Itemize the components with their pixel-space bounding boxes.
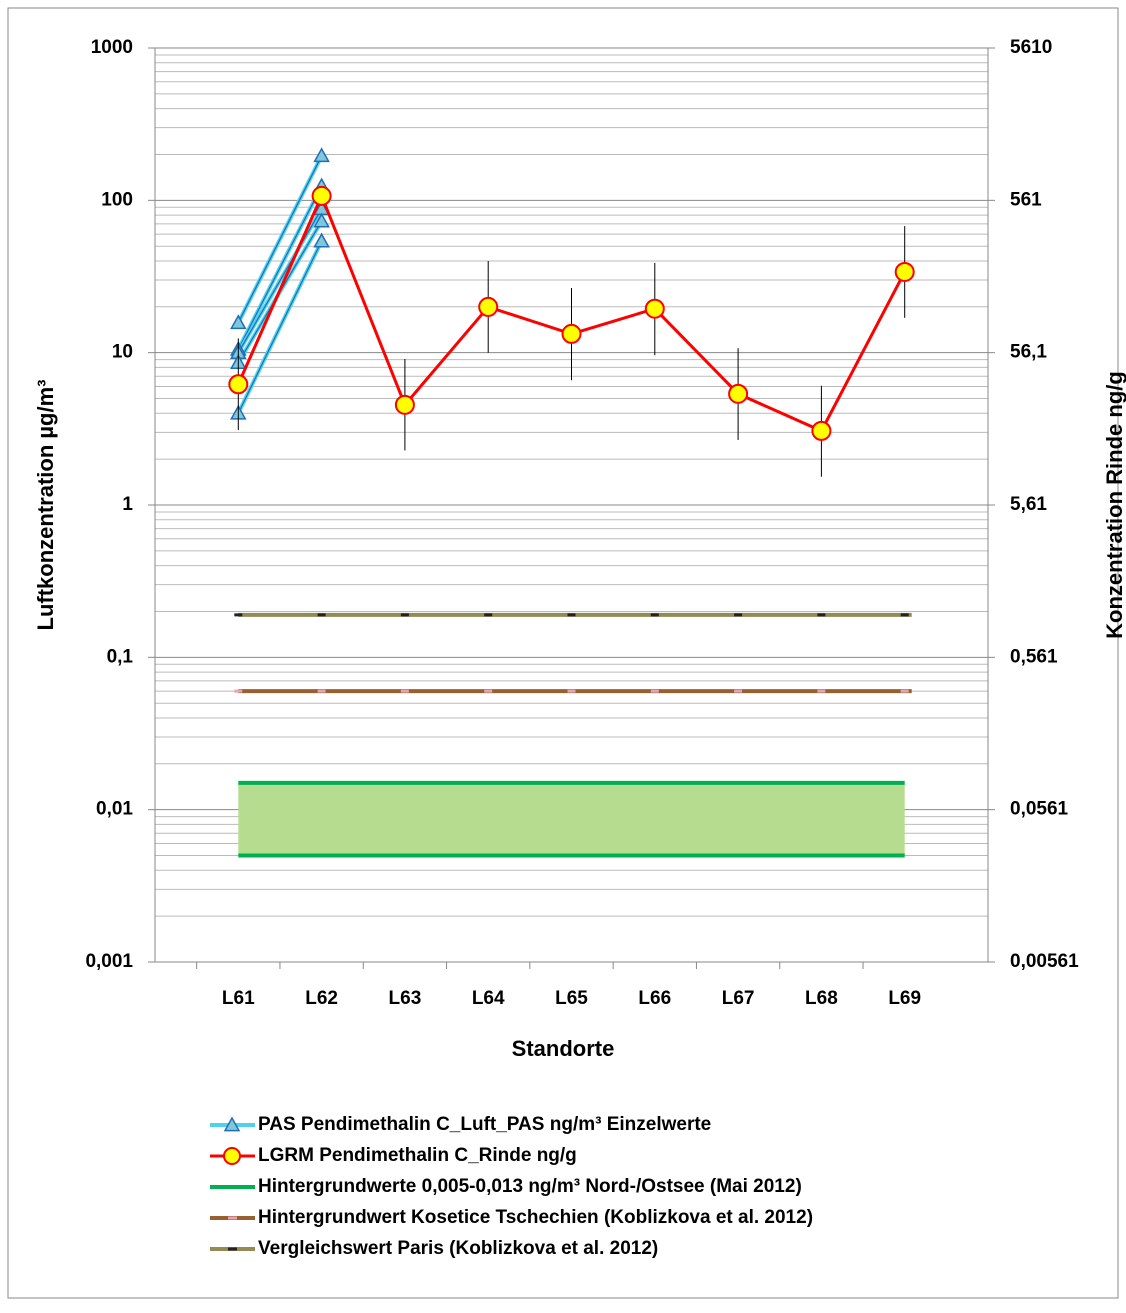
y-tick-label: 100 bbox=[101, 189, 133, 210]
x-tick-label: L68 bbox=[805, 988, 838, 1009]
series-marker bbox=[478, 296, 499, 317]
pas-line-inner bbox=[237, 208, 323, 353]
y-tick-label: 10 bbox=[112, 342, 133, 363]
legend-label: PAS Pendimethalin C_Luft_PAS ng/m³ Einze… bbox=[258, 1114, 711, 1135]
x-tick-label: L66 bbox=[638, 988, 671, 1009]
series-marker bbox=[811, 420, 832, 441]
x-axis-title: Standorte bbox=[512, 1036, 615, 1061]
legend-label: Vergleichswert Paris (Koblizkova et al. … bbox=[258, 1238, 658, 1259]
series-marker bbox=[644, 298, 665, 319]
pas-marker bbox=[230, 314, 247, 330]
y2-tick-label: 5,61 bbox=[1010, 494, 1047, 515]
x-tick-label: L69 bbox=[888, 988, 921, 1009]
pas-marker bbox=[313, 212, 330, 228]
pas-line-inner bbox=[237, 240, 323, 414]
x-tick-label: L62 bbox=[305, 988, 338, 1009]
y2-tick-label: 56,1 bbox=[1010, 342, 1047, 363]
y-tick-label: 0,001 bbox=[85, 951, 133, 972]
x-tick-label: L67 bbox=[722, 988, 755, 1009]
y-tick-label: 1000 bbox=[91, 37, 133, 58]
series-marker bbox=[394, 394, 415, 415]
chart-border bbox=[7, 7, 1119, 1299]
y2-tick-label: 561 bbox=[1010, 189, 1042, 210]
x-tick-label: L65 bbox=[555, 988, 588, 1009]
series-marker bbox=[228, 374, 249, 395]
y2-tick-label: 0,00561 bbox=[1010, 951, 1079, 972]
series-marker bbox=[311, 185, 332, 206]
pas-marker bbox=[313, 232, 330, 248]
y2-tick-label: 0,0561 bbox=[1010, 799, 1069, 820]
series-marker bbox=[728, 383, 749, 404]
legend-marker bbox=[223, 1116, 241, 1132]
pas-line-inner bbox=[237, 155, 323, 324]
pas-line-inner bbox=[237, 185, 323, 350]
reference-band bbox=[238, 782, 905, 856]
y2-tick-label: 5610 bbox=[1010, 37, 1052, 58]
series-marker bbox=[894, 261, 915, 282]
x-tick-label: L63 bbox=[389, 988, 422, 1009]
x-tick-label: L61 bbox=[222, 988, 255, 1009]
y2-tick-label: 0,561 bbox=[1010, 646, 1058, 667]
legend-label: Hintergrundwerte 0,005-0,013 ng/m³ Nord-… bbox=[258, 1176, 802, 1197]
x-tick-label: L64 bbox=[472, 988, 505, 1009]
y-tick-label: 0,1 bbox=[107, 646, 134, 667]
legend-marker bbox=[223, 1147, 241, 1165]
y-axis-title: Luftkonzentration µg/m³ bbox=[33, 380, 58, 631]
legend-label: Hintergrundwert Kosetice Tschechien (Kob… bbox=[258, 1207, 813, 1228]
y-tick-label: 0,01 bbox=[96, 799, 133, 820]
y-tick-label: 1 bbox=[122, 494, 133, 515]
y2-axis-title: Konzentration Rinde ng/g bbox=[1102, 371, 1126, 639]
legend-label: LGRM Pendimethalin C_Rinde ng/g bbox=[258, 1145, 577, 1166]
pas-marker bbox=[313, 147, 330, 163]
series-marker bbox=[561, 323, 582, 344]
